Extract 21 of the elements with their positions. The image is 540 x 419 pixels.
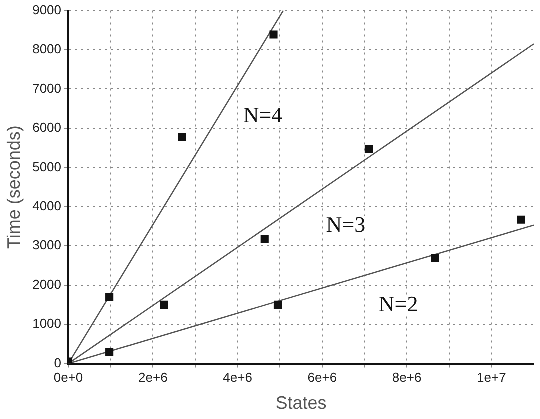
y-tick-label: 0 (54, 355, 62, 370)
x-axis-title: States (276, 393, 327, 414)
x-tick-label: 2e+6 (138, 370, 168, 386)
x-tick-label: 6e+6 (308, 370, 338, 386)
y-tick-label: 2000 (32, 276, 62, 292)
series-label: N=3 (326, 212, 366, 238)
y-tick-label: 4000 (32, 198, 62, 214)
series-label: N=4 (243, 102, 283, 128)
y-tick-label: 8000 (32, 42, 62, 57)
x-tick-label: 8e+6 (392, 370, 422, 386)
y-tick-label: 6000 (32, 120, 62, 136)
y-tick-label: 7000 (32, 80, 62, 96)
y-tick-label: 9000 (32, 2, 62, 18)
y-tick-label: 1000 (32, 316, 62, 332)
x-tick-label: 0e+0 (54, 370, 84, 386)
x-tick-label: 4e+6 (223, 370, 252, 386)
y-tick-label: 5000 (32, 159, 62, 174)
x-tick-label: 1e+7 (477, 370, 506, 386)
series-label: N=2 (378, 291, 418, 316)
y-axis-title: Time (seconds) (4, 126, 24, 249)
y-tick-label: 3000 (32, 238, 62, 253)
